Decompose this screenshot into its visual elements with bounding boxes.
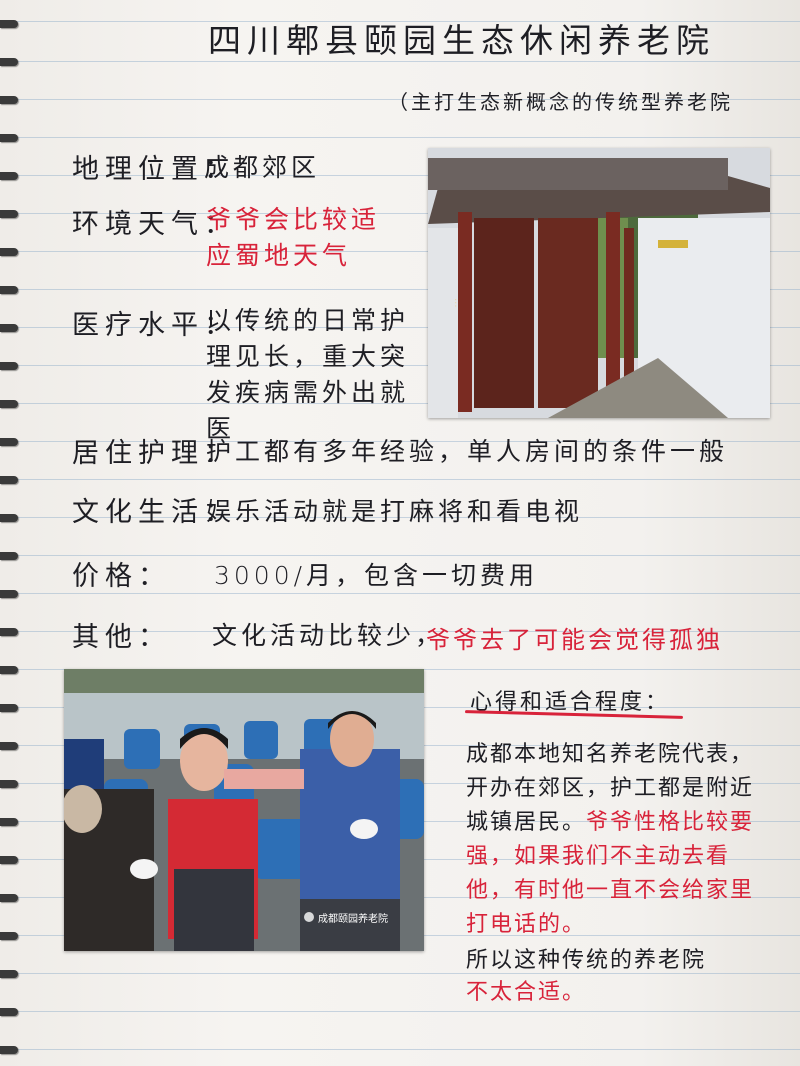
notes-conclusion-red: 不太合适。 [466,980,587,1005]
binding-ring [0,932,18,940]
binding-ring [0,400,18,408]
binding-ring [0,628,18,636]
binding-ring [0,514,18,522]
value-other-red: 爷爷去了可能会觉得孤独 [426,626,723,654]
label-other: 其他： [72,622,171,653]
binding-ring [0,704,18,712]
label-medical: 医疗水平： [72,310,237,341]
binding-ring [0,590,18,598]
value-medical: 以传统的日常护理见长，重大突发疾病需外出就医 [206,306,410,443]
binding-ring [0,286,18,294]
photo-watermark: 成都颐园养老院 [318,914,388,925]
binding-ring [0,476,18,484]
label-culture: 文化生活： [72,497,237,528]
value-location: 成都郊区 [204,153,321,182]
value-culture: 娱乐活动就是打麻将和看电视 [206,497,584,526]
wechat-icon [304,912,314,922]
page-subtitle: （主打生态新概念的传统型养老院 [388,90,733,114]
binding-ring [0,96,18,104]
binding-ring [0,134,18,142]
gate-photo: ··· [428,148,770,418]
residents-photo: 成都颐园养老院 [64,669,424,951]
binding-ring [0,362,18,370]
binding-ring [0,894,18,902]
value-environment: 爷爷会比较适应蜀地天气 [206,205,381,270]
value-other: 文化活动比较少， [212,621,445,650]
value-price: 3000/月，包含一切费用 [214,561,539,590]
binding-ring [0,552,18,560]
binding-ring [0,172,18,180]
binding-ring [0,210,18,218]
notes-body: 成都本地知名养老院代表，开办在郊区，护工都是附近城镇居民。爷爷性格比较要强，如果… [466,738,776,942]
binding-ring [0,58,18,66]
binding-ring [0,324,18,332]
binding-ring [0,666,18,674]
binding-ring [0,856,18,864]
label-care: 居住护理： [72,438,237,469]
gate-image: ··· [428,148,770,418]
residents-image [64,669,424,951]
value-care: 护工都有多年经验，单人房间的条件一般 [206,437,729,466]
binding-ring [0,20,18,28]
label-location: 地理位置： [72,154,237,185]
binding-ring [0,1008,18,1016]
binding-ring [0,1046,18,1054]
binding-ring [0,742,18,750]
label-environment: 环境天气： [72,209,237,240]
binding-ring [0,780,18,788]
binding-ring [0,248,18,256]
notes-text-black: 成都本地知名养老院代表，开办在郊区，护工都是附近城镇居民。 [466,742,755,835]
binding-ring [0,970,18,978]
binding-ring [0,818,18,826]
binding-ring [0,438,18,446]
svg-text:···: ··· [449,298,460,308]
notes-conclusion: 所以这种传统的养老院 [466,948,707,973]
page-title: 四川郫县颐园生态休闲养老院 [208,21,715,60]
notes-text-red: 爷爷性格比较要强，如果我们不主动去看他，有时他一直不会给家里打电话的。 [466,810,755,937]
label-price: 价格： [72,561,171,592]
